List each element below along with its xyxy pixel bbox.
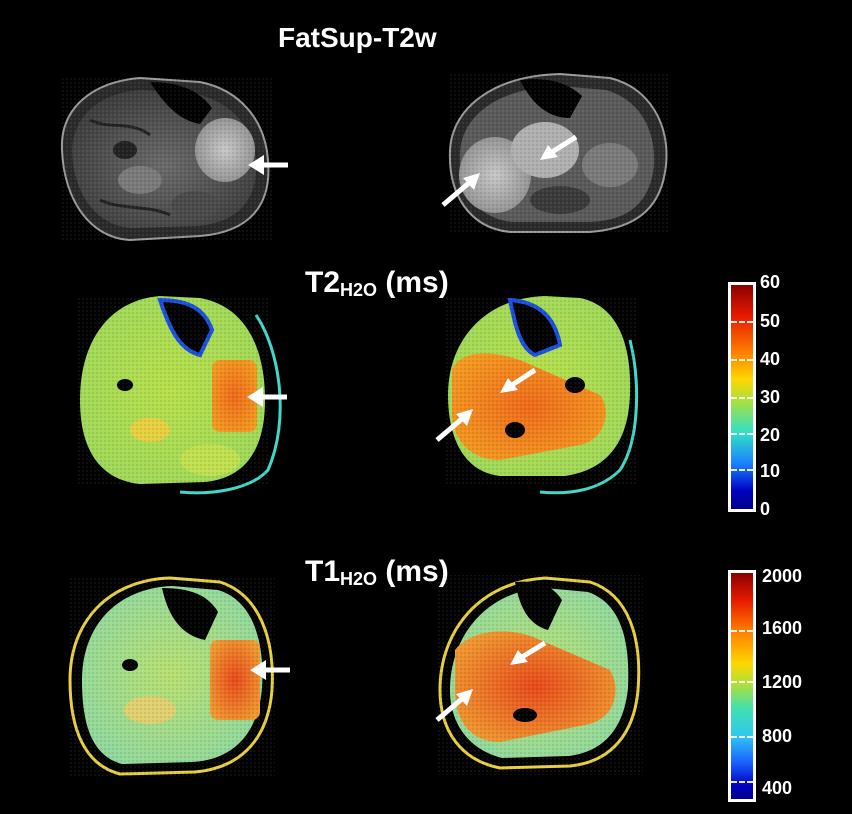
colorbar-t1-label-1200: 1200 <box>762 672 803 692</box>
arrow-t1-left <box>250 660 290 680</box>
arrow-t2-right-lower <box>435 409 473 442</box>
colorbar-t1-label-400: 400 <box>762 778 793 798</box>
t1-right-leg <box>438 575 643 775</box>
colorbar-t2-label-10: 10 <box>760 461 781 481</box>
t2-right-leg <box>446 296 639 495</box>
fatsup-left-leg <box>60 76 272 242</box>
colorbar-t1 <box>728 570 756 802</box>
colorbar-t2-label-0: 0 <box>760 499 771 519</box>
fatsup-right-leg <box>448 72 670 234</box>
colorbar-t2-label-40: 40 <box>760 349 781 369</box>
arrow-t2-left <box>247 387 287 407</box>
colorbar-t2-label-50: 50 <box>760 311 781 331</box>
colorbar-t1-label-2000: 2000 <box>762 566 803 586</box>
colorbar-t1-label-800: 800 <box>762 726 793 746</box>
arrow-fatsup-right-upper <box>540 134 578 160</box>
t2-left-leg <box>78 296 282 495</box>
title-fatsup-t2w: FatSup-T2w <box>278 22 437 53</box>
arrow-fatsup-left <box>248 155 288 175</box>
arrow-t1-right-lower <box>435 689 473 722</box>
arrow-t1-right-upper <box>510 640 547 665</box>
colorbar-t2-label-20: 20 <box>760 425 781 445</box>
colorbar-t2 <box>728 282 756 512</box>
colorbar-t2-label-60: 60 <box>760 272 781 292</box>
arrow-fatsup-right-lower <box>441 173 480 207</box>
title-t2-h2o: T2H2O (ms) <box>305 266 449 300</box>
colorbar-t2-label-30: 30 <box>760 387 781 407</box>
colorbar-t1-label-1600: 1600 <box>762 618 803 638</box>
t1-left-leg <box>68 576 275 778</box>
arrow-t2-right-upper <box>500 367 537 393</box>
